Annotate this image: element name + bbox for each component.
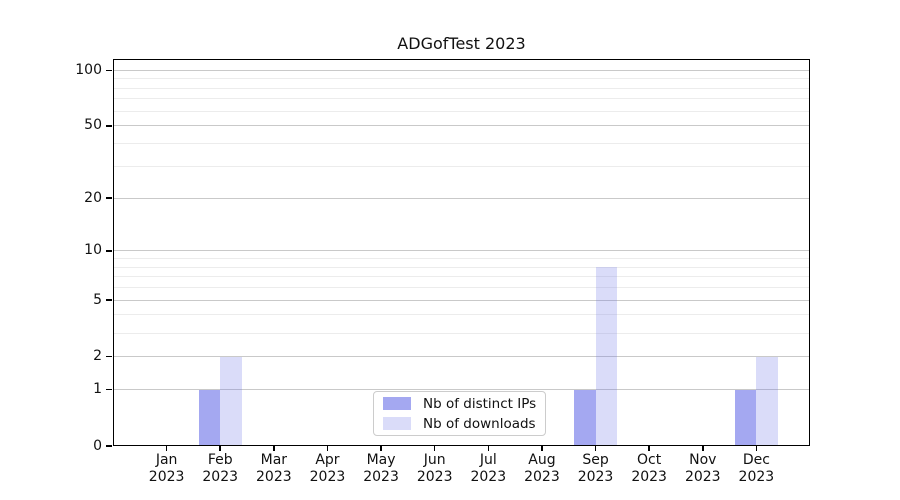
y-axis-tick-label: 0 [93, 437, 102, 454]
y-major-gridline [113, 250, 810, 252]
legend-swatch-distinct-ips [383, 397, 411, 410]
y-major-gridline [113, 299, 810, 301]
x-axis-tick-label: May 2023 [363, 452, 399, 485]
x-axis-tick [702, 446, 704, 451]
y-major-gridline [113, 197, 810, 199]
y-minor-gridline [113, 332, 810, 334]
x-axis-tick [755, 446, 758, 451]
y-axis-tick [106, 355, 112, 358]
x-axis-tick [487, 446, 490, 451]
y-axis-tick [106, 69, 112, 72]
y-minor-gridline [113, 258, 810, 260]
legend-entry-downloads: Nb of downloads [383, 416, 536, 432]
y-major-gridline [113, 356, 810, 358]
x-axis-tick-label: Dec 2023 [738, 452, 775, 485]
x-axis-tick [594, 446, 597, 451]
y-minor-gridline [113, 314, 810, 316]
x-axis-tick [273, 446, 275, 451]
x-axis-tick [165, 446, 168, 451]
y-axis-tick-label: 50 [84, 117, 102, 134]
y-minor-gridline [113, 110, 810, 112]
legend-label-distinct-ips: Nb of distinct IPs [423, 395, 537, 412]
y-minor-gridline [113, 98, 810, 100]
y-minor-gridline [113, 143, 810, 145]
y-minor-gridline [113, 266, 810, 268]
bar-distinct-ips [574, 389, 596, 446]
bar-downloads [595, 267, 617, 446]
x-axis-tick-label: Jan 2023 [148, 452, 185, 485]
y-axis-tick [106, 197, 112, 199]
y-major-gridline [113, 69, 810, 71]
x-axis-tick [541, 446, 543, 451]
y-axis-tick [106, 250, 112, 252]
x-axis-tick-label: Mar 2023 [256, 452, 292, 485]
y-major-gridline [113, 125, 810, 127]
y-axis-tick-label: 1 [93, 381, 102, 398]
y-axis-tick [106, 445, 112, 447]
x-axis-tick [380, 446, 382, 451]
bar-downloads [756, 356, 778, 446]
y-axis-tick [106, 299, 112, 301]
x-axis-tick-label: Feb 2023 [202, 452, 239, 485]
y-minor-gridline [113, 287, 810, 289]
y-axis-tick-label: 20 [84, 189, 102, 206]
y-axis-tick-label: 2 [93, 348, 102, 365]
x-axis-tick-label: Nov 2023 [684, 452, 721, 485]
x-axis-tick-label: Jul 2023 [470, 452, 507, 485]
chart-title: ADGofTest 2023 [397, 34, 526, 53]
y-minor-gridline [113, 87, 810, 89]
y-minor-gridline [113, 276, 810, 278]
y-major-gridline [113, 389, 810, 391]
x-axis-tick-label: Apr 2023 [309, 452, 346, 485]
y-minor-gridline [113, 78, 810, 80]
plot-area-border [113, 59, 810, 446]
y-axis-tick [106, 125, 112, 127]
legend-swatch-downloads [383, 417, 411, 430]
legend-entry-distinct-ips: Nb of distinct IPs [383, 396, 536, 412]
x-axis-tick-label: Sep 2023 [577, 452, 614, 485]
x-axis-tick-label: Jun 2023 [416, 452, 453, 485]
y-axis-tick-label: 5 [93, 291, 102, 308]
legend-label-downloads: Nb of downloads [423, 415, 536, 432]
x-axis-tick-label: Oct 2023 [631, 452, 667, 485]
bar-downloads [220, 356, 242, 446]
x-axis-tick-label: Aug 2023 [524, 452, 560, 485]
x-axis-tick [433, 446, 436, 451]
x-axis-tick [326, 446, 329, 451]
x-axis-tick [648, 446, 650, 451]
x-axis-tick [219, 446, 221, 451]
y-minor-gridline [113, 165, 810, 167]
legend: Nb of distinct IPs Nb of downloads [373, 391, 546, 436]
bar-distinct-ips [198, 389, 221, 446]
y-axis-tick-label: 100 [75, 61, 102, 78]
bar-distinct-ips [734, 389, 757, 446]
y-axis-tick [106, 388, 112, 391]
y-axis-tick-label: 10 [84, 242, 102, 259]
